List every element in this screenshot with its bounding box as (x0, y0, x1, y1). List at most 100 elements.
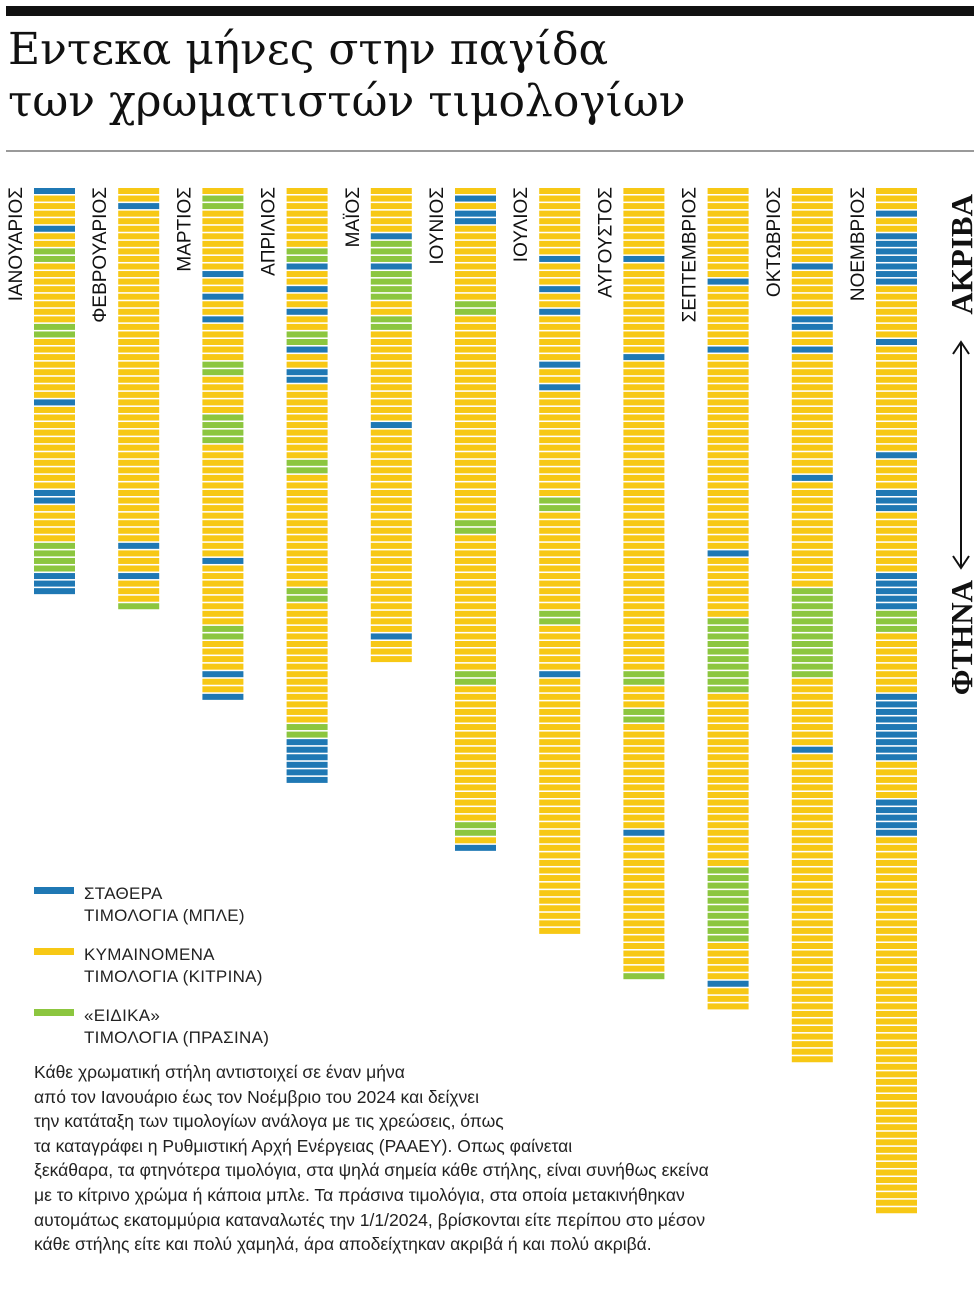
tariff-stripe (539, 240, 581, 247)
tariff-stripe (707, 376, 749, 383)
tariff-stripe (876, 535, 917, 542)
tariff-stripe (202, 527, 244, 534)
tariff-stripe (876, 414, 917, 421)
tariff-stripe (791, 927, 833, 934)
tariff-stripe (455, 482, 496, 489)
tariff-stripe (707, 693, 749, 700)
tariff-stripe (876, 859, 917, 866)
tariff-stripe (539, 248, 581, 255)
tariff-stripe (455, 648, 496, 655)
tariff-stripe (623, 399, 665, 406)
tariff-stripe (876, 693, 917, 700)
tariff-stripe (707, 542, 749, 549)
tariff-stripe (286, 414, 328, 421)
tariff-stripe (623, 603, 665, 610)
tariff-stripe (623, 520, 665, 527)
tariff-stripe (876, 724, 917, 731)
tariff-stripe (286, 490, 328, 496)
tariff-stripe (34, 316, 75, 323)
tariff-stripe (876, 1177, 917, 1184)
tariff-stripe (286, 693, 328, 700)
tariff-stripe (370, 437, 412, 444)
tariff-stripe (539, 625, 581, 632)
tariff-stripe (370, 354, 412, 361)
tariff-stripe (876, 625, 917, 632)
legend: ΣΤΑΘΕΡΑ ΤΙΜΟΛΟΓΙΑ (ΜΠΛΕ) ΚΥΜΑΙΝΟΜΕΝΑ ΤΙΜ… (34, 883, 334, 1066)
tariff-stripe (539, 641, 581, 647)
tariff-stripe (286, 761, 328, 768)
tariff-stripe (707, 339, 749, 345)
tariff-stripe (707, 663, 749, 670)
tariff-stripe (539, 573, 581, 580)
tariff-stripe (876, 769, 917, 776)
tariff-stripe (623, 361, 665, 368)
tariff-stripe (791, 776, 833, 783)
tariff-stripe (876, 391, 917, 398)
tariff-stripe (791, 648, 833, 655)
tariff-stripe (455, 678, 496, 685)
tariff-stripe (791, 618, 833, 625)
tariff-stripe (286, 776, 328, 783)
tariff-stripe (539, 603, 581, 610)
tariff-stripe (539, 708, 581, 715)
tariff-stripe (876, 1207, 917, 1214)
tariff-stripe (34, 422, 75, 429)
tariff-stripe (118, 474, 160, 481)
tariff-stripe (539, 799, 581, 806)
tariff-stripe (539, 384, 581, 391)
tariff-stripe (539, 512, 581, 519)
tariff-stripe (202, 641, 244, 647)
tariff-stripe (202, 512, 244, 519)
tariff-stripe (202, 369, 244, 376)
tariff-stripe (623, 656, 665, 663)
tariff-stripe (118, 422, 160, 429)
tariff-stripe (539, 920, 581, 927)
tariff-stripe (202, 497, 244, 504)
tariff-stripe (455, 316, 496, 323)
tariff-stripe (202, 414, 244, 421)
tariff-stripe (118, 452, 160, 459)
tariff-stripe (370, 399, 412, 406)
tariff-stripe (34, 225, 75, 232)
tariff-stripe (539, 867, 581, 874)
tariff-stripe (876, 807, 917, 814)
tariff-stripe (202, 286, 244, 293)
tariff-stripe (707, 716, 749, 723)
tariff-stripe (286, 557, 328, 564)
tariff-stripe (707, 490, 749, 496)
tariff-stripe (876, 233, 917, 240)
tariff-stripe (791, 852, 833, 859)
tariff-stripe (202, 308, 244, 315)
tariff-stripe (707, 316, 749, 323)
tariff-stripe (876, 520, 917, 527)
tariff-stripe (791, 792, 833, 798)
tariff-stripe (791, 603, 833, 610)
tariff-stripe (455, 565, 496, 572)
tariff-stripe (539, 746, 581, 753)
tariff-stripe (202, 354, 244, 361)
tariff-stripe (455, 663, 496, 670)
tariff-stripe (539, 225, 581, 232)
tariff-stripe (791, 1026, 833, 1033)
legend-swatch-green (34, 1009, 74, 1016)
tariff-stripe (539, 648, 581, 655)
tariff-stripe (202, 444, 244, 451)
tariff-stripe (623, 376, 665, 383)
tariff-stripe (286, 565, 328, 572)
tariff-stripe (370, 339, 412, 345)
tariff-stripe (623, 905, 665, 912)
tariff-stripe (286, 437, 328, 444)
tariff-stripe (118, 459, 160, 466)
tariff-stripe (791, 444, 833, 451)
tariff-stripe (202, 323, 244, 330)
tariff-stripe (202, 376, 244, 383)
tariff-stripe (623, 573, 665, 580)
scale-bottom-label: ΦΤΗΝΑ (944, 579, 979, 695)
tariff-stripe (791, 588, 833, 595)
tariff-stripe (623, 671, 665, 678)
tariff-stripe (539, 716, 581, 723)
tariff-stripe (791, 625, 833, 632)
tariff-stripe (539, 633, 581, 640)
tariff-stripe (791, 248, 833, 255)
tariff-stripe (623, 354, 665, 361)
